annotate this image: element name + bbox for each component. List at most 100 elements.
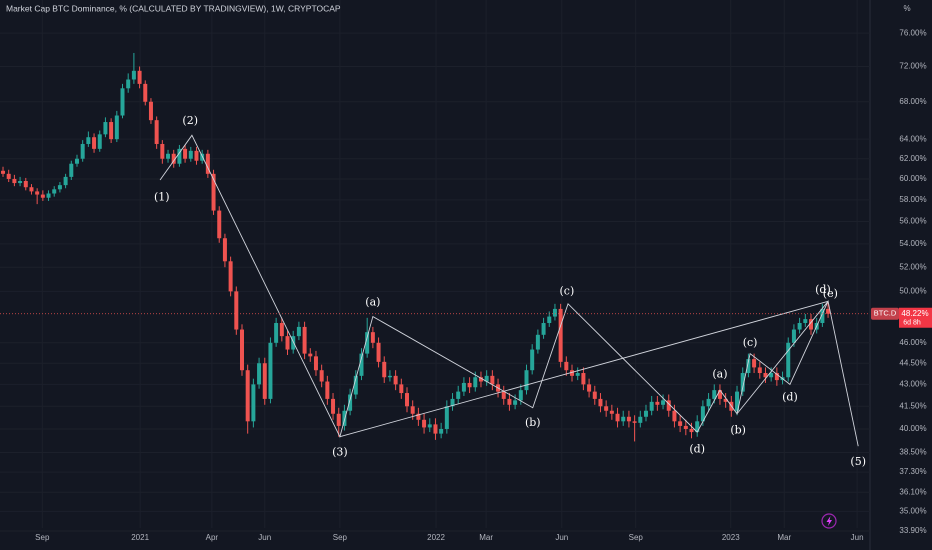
chart-title: Market Cap BTC Dominance, % (CALCULATED … [6,3,341,13]
candle-body [222,238,227,262]
y-tick-label: 40.00% [899,424,926,433]
x-tick-label: Mar [479,533,493,542]
candle-body [74,158,79,164]
candle-body [291,336,296,350]
candle-body [205,153,210,174]
alert-bolt[interactable] [826,516,833,526]
wave-label: (e) [823,287,838,300]
candle-body [200,153,205,161]
wave-label: (b) [730,424,746,437]
wave-label: (c) [743,336,758,349]
candle-body [251,384,256,422]
candle-body [490,375,495,385]
candle-body [177,148,182,164]
candle-body [18,181,23,184]
candle-body [706,398,711,407]
candle-body [626,416,631,422]
candle-body [484,375,489,382]
last-price-label: 48.22% [901,309,928,318]
overlay: (1)(2)(3)(a)(b)(c)(d)(a)(b)(c)(d)(d)(e)(… [0,114,932,468]
y-tick-label: 54.00% [899,239,926,248]
candle-body [609,410,614,414]
y-tick-label: 38.50% [899,448,926,457]
candle-body [530,349,535,371]
candle-body [120,88,125,116]
candle-body [331,398,336,414]
candle-body [473,377,478,388]
candle-body [382,361,387,378]
y-tick-label: 64.00% [899,134,926,143]
candle-body [393,375,398,385]
candle-body [194,150,199,161]
candle-body [513,400,518,405]
candle-body [439,428,444,434]
candle-body [547,316,552,324]
y-tick-label: 41.50% [899,401,926,410]
y-tick-label: 76.00% [899,28,926,37]
x-tick-label: 2023 [722,533,740,542]
y-tick-label: 58.00% [899,195,926,204]
candle-body [217,210,222,239]
candle-body [416,413,421,420]
candle-body [370,332,375,343]
candle-body [433,424,438,434]
y-tick-label: 36.10% [899,487,926,496]
candle-body [820,308,825,324]
candle-body [467,382,472,388]
candle-body [507,398,512,405]
candle-body [621,416,626,422]
wave-label: (2) [182,114,198,127]
candle-body [444,406,449,429]
y-tick-label: 56.00% [899,217,926,226]
y-tick-label: 44.50% [899,358,926,367]
candle-body [143,83,148,102]
candle-body [387,375,392,378]
candle-body [279,323,284,337]
candle-body [359,353,364,376]
x-tick-label: 2021 [131,533,149,542]
candle-body [114,115,119,140]
y-tick-label: 68.00% [899,97,926,106]
candle-body [137,70,142,84]
candle-body [171,153,176,164]
candle-body [712,390,717,399]
alert-icon[interactable] [821,513,837,529]
y-unit: % [903,4,910,13]
candle-body [131,70,136,80]
y-tick-label: 60.00% [899,174,926,183]
candle-body [410,406,415,414]
candle-body [160,143,165,159]
candle-body [103,122,108,135]
candle-body [285,336,290,350]
y-tick-label: 33.90% [899,526,926,535]
y-tick-label: 62.00% [899,154,926,163]
candle-body [797,323,802,330]
candle-body [666,400,671,411]
candle-body [308,353,313,357]
candle-body [86,137,91,144]
candle-body [791,329,796,343]
wave-label: (d) [815,283,831,296]
candle-body [592,391,597,399]
wave-label: (c) [560,284,575,297]
y-tick-label: 37.30% [899,467,926,476]
candle-body [661,400,666,405]
candle-body [552,308,557,317]
candle-body [126,79,131,89]
wave-label: (a) [365,296,380,309]
wave-label: (a) [712,367,727,380]
candle-body [524,370,529,391]
candle-body [735,391,740,411]
candle-body [763,373,768,378]
candle-body [723,398,728,402]
candle-body [541,323,546,335]
candle-body [575,373,580,376]
candle-body [638,416,643,423]
candle-body [148,101,153,121]
candle-body [757,367,762,374]
candle-body [57,185,62,190]
candle-body [564,361,569,371]
candle-body [109,122,114,140]
candle-body [774,373,779,381]
